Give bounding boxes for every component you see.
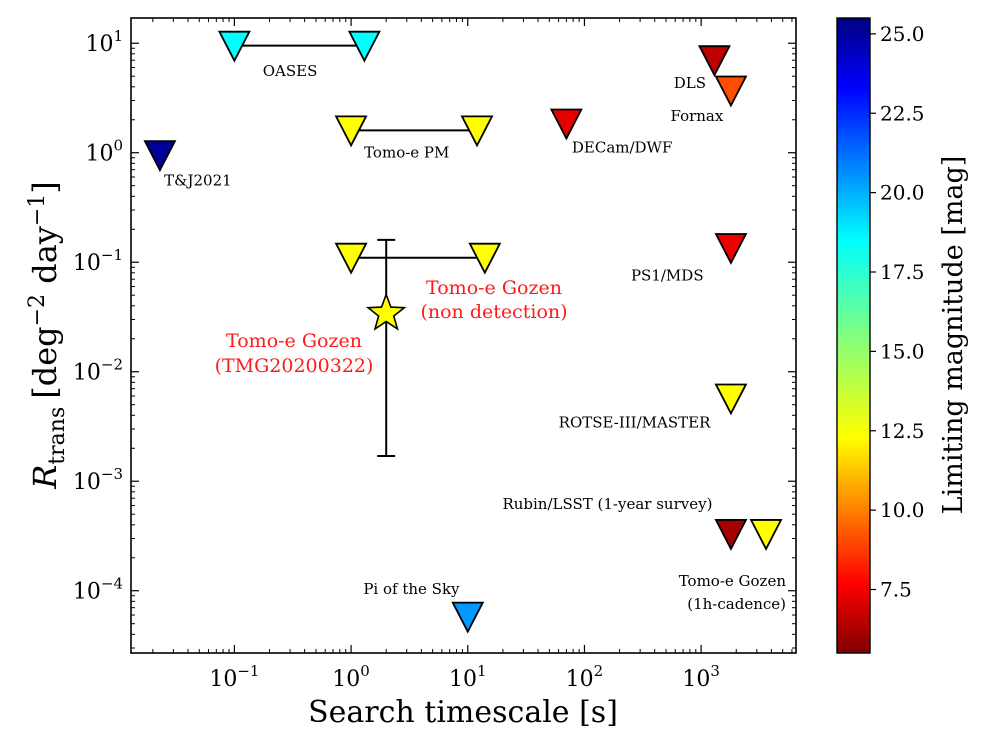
survey-marker-pi-of-the-sky-0	[451, 601, 485, 634]
colorbar-tick-label: 12.5	[880, 419, 925, 443]
x-tick-label: 101	[449, 662, 487, 692]
colorbar-tick-label: 7.5	[880, 578, 912, 602]
gozen-1h-label-line1: Tomo-e Gozen	[679, 572, 787, 590]
survey-label-oases: OASES	[263, 62, 318, 80]
survey-marker-tomo-e-pm-0	[334, 115, 368, 148]
y-axis-title-main: R	[26, 465, 64, 490]
x-axis-title: Search timescale [s]	[308, 695, 618, 730]
x-tick-label: 10−1	[209, 662, 259, 692]
survey-label-pi-of-the-sky: Pi of the Sky	[363, 580, 460, 598]
survey-marker-tomo-e-gozen-non-detection-0	[334, 242, 368, 275]
survey-marker-rubin-lsst-1-year-survey-0	[714, 519, 748, 551]
nondet-label-line1: Tomo-e Gozen	[426, 277, 562, 299]
survey-label-rotse-iii-master: ROTSE-III/MASTER	[559, 413, 711, 431]
y-tick-label: 10−3	[73, 465, 123, 495]
x-tick-label: 102	[566, 662, 604, 692]
plot-layer: OASES DLS Fornax Tomo-e PM DECam/DWF T&J2021 P…	[143, 30, 783, 634]
y-axis-title-exp1: −2	[25, 294, 50, 326]
plot-frame	[130, 17, 797, 654]
y-tick-label: 10−1	[73, 246, 123, 276]
colorbar-ticks: 7.5 10.0 12.5 15.0 17.5 20.0 22.5 25.0	[870, 22, 925, 602]
survey-marker-ps1-mds-0	[714, 233, 748, 265]
survey-label-ps1-mds: PS1/MDS	[631, 267, 704, 285]
survey-label-rubin-lsst-1-year-survey: Rubin/LSST (1-year survey)	[502, 495, 712, 513]
colorbar	[836, 17, 871, 654]
detection-star-marker	[365, 292, 407, 331]
gozen-1h-label-line2: (1h-cadence)	[687, 595, 786, 613]
y-axis-title: Rtrans [deg−2 day−1]	[25, 181, 70, 490]
colorbar-tick-label: 17.5	[880, 260, 925, 284]
survey-marker-tomo-e-pm-1	[460, 115, 494, 148]
nondet-label-line2: (non detection)	[420, 301, 567, 323]
colorbar-tick-label: 15.0	[880, 339, 925, 363]
y-tick-label: 101	[85, 27, 123, 57]
survey-marker-tomo-e-gozen-1h-cadence-0	[749, 519, 783, 551]
y-tick-label: 100	[85, 137, 123, 167]
survey-marker-oases-1	[347, 30, 381, 63]
survey-label-decam-dwf: DECam/DWF	[572, 139, 673, 157]
ticks-layer: 10−1 100 101 102 103 10−4 10−3 10−2 10−1 100 101	[73, 18, 796, 692]
survey-marker-rotse-iii-master-0	[714, 383, 748, 416]
svg-text:Rtrans[deg−2 day−1]: Rtrans [deg−2 day−1]	[25, 181, 70, 490]
y-axis-title-day: day	[26, 226, 64, 294]
colorbar-tick-label: 10.0	[880, 498, 925, 522]
y-axis-title-close: ]	[26, 181, 64, 193]
survey-marker-decam-dwf-0	[549, 108, 583, 141]
x-tick-label: 103	[682, 662, 720, 692]
survey-label-fornax: Fornax	[670, 107, 723, 125]
colorbar-title: Limiting magnitude [mag]	[938, 156, 969, 515]
survey-marker-dls-0	[697, 45, 731, 78]
det-label-line2: (TMG20200322)	[215, 355, 374, 377]
y-tick-label: 10−4	[73, 575, 123, 605]
y-axis-title-exp2: −1	[25, 194, 50, 226]
survey-marker-oases-0	[217, 30, 251, 63]
det-label-line1: Tomo-e Gozen	[226, 330, 362, 352]
y-axis-title-units: [deg	[26, 326, 64, 398]
colorbar-tick-label: 20.0	[880, 181, 925, 205]
y-tick-label: 10−2	[73, 356, 123, 386]
colorbar-tick-label: 25.0	[880, 22, 925, 46]
y-axis-title-sub: trans	[45, 407, 70, 465]
survey-marker-tomo-e-gozen-non-detection-1	[468, 242, 502, 275]
survey-marker-t-j2021-0	[143, 140, 177, 173]
survey-label-dls: DLS	[674, 74, 706, 92]
survey-label-tomo-e-pm: Tomo-e PM	[364, 144, 449, 162]
survey-label-t-j2021: T&J2021	[164, 172, 232, 190]
survey-marker-fornax-0	[714, 75, 748, 108]
x-tick-label: 100	[332, 662, 370, 692]
colorbar-tick-label: 22.5	[880, 101, 925, 125]
